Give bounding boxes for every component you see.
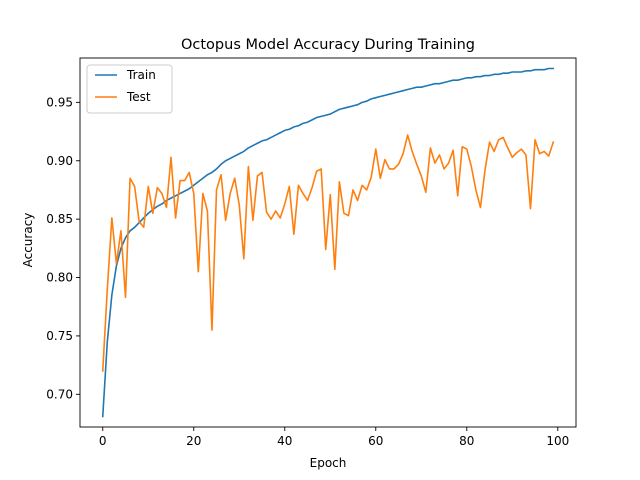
plot-frame [79,57,577,428]
x-tick-label: 40 [277,434,292,448]
series-line-test [101,134,555,372]
plot-area [101,67,555,418]
y-tick-label: 0.70 [46,387,73,401]
series-line-train [101,67,555,418]
x-tick-label: 20 [186,434,201,448]
y-tick-label: 0.95 [46,95,73,109]
chart-title: Octopus Model Accuracy During Training [181,37,475,53]
y-tick-label: 0.90 [46,154,73,168]
legend: Train Test [86,64,173,114]
y-tick-label: 0.80 [46,271,73,285]
x-tick-label: 0 [99,434,107,448]
axes: 0 20 40 60 80 100 0.70 0.75 0.80 0.85 0.90 0.95 [46,57,577,448]
x-tick-label: 60 [368,434,383,448]
y-tick-label: 0.85 [46,212,73,226]
legend-label-train: Train [126,68,156,82]
y-tick-label: 0.75 [46,329,73,343]
legend-label-test: Test [126,90,151,104]
x-axis-title: Epoch [310,456,347,470]
x-tick-label: 100 [546,434,569,448]
y-axis-title: Accuracy [21,213,35,268]
legend-box [86,64,173,114]
x-tick-label: 80 [459,434,474,448]
